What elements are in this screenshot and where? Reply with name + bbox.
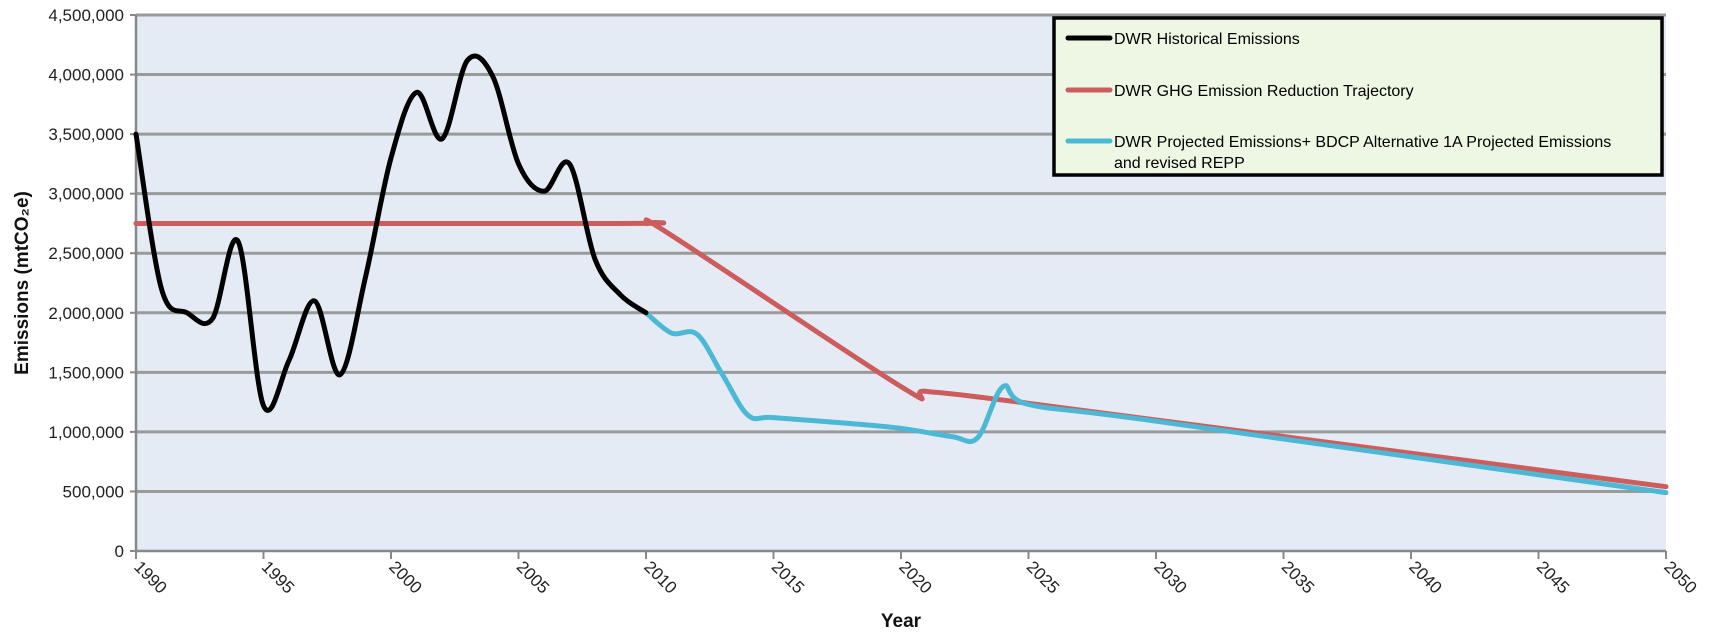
legend-box	[1052, 16, 1664, 177]
y-tick-label: 3,000,000	[48, 185, 124, 204]
legend-label-3: DWR Projected Emissions+ BDCP Alternativ…	[1114, 134, 1611, 172]
series-line-3	[643, 310, 1669, 496]
y-tick-label: 1,000,000	[48, 423, 124, 442]
y-tick-label: 2,500,000	[48, 244, 124, 263]
y-tick-label: 1,500,000	[48, 363, 124, 382]
legend: DWR Historical Emissions DWR GHG Emission…	[1052, 16, 1664, 177]
x-tick-label: 2015	[768, 557, 808, 597]
y-axis-title: Emissions (mtCO₂e)	[12, 191, 33, 375]
x-tick-label: 2020	[895, 557, 935, 597]
x-tick-label: 1995	[258, 557, 298, 597]
x-tick-label: 2035	[1278, 557, 1318, 597]
y-tick-label: 4,000,000	[48, 66, 124, 85]
x-tick-label: 2040	[1405, 557, 1445, 597]
legend-label-1: DWR Historical Emissions	[1114, 31, 1300, 48]
x-tick-label: 2000	[385, 557, 425, 597]
series-line-1	[133, 53, 649, 413]
x-tick-label: 2010	[640, 557, 680, 597]
y-tick-label: 3,500,000	[48, 125, 124, 144]
x-tick-label: 1990	[130, 557, 170, 597]
legend-label-2: DWR GHG Emission Reduction Trajectory	[1114, 83, 1414, 100]
x-tick-label: 2050	[1660, 557, 1700, 597]
x-tick-label: 2005	[513, 557, 553, 597]
y-tick-label: 4,500,000	[48, 6, 124, 25]
x-tick-label: 2025	[1023, 557, 1063, 597]
series-lines	[133, 53, 1669, 496]
y-tick-labels: 0 500,000 1,000,000 1,500,000 2,000,000 2,500…	[48, 6, 136, 561]
x-tick-labels: 1990 1995 2000 2005 2010 2015 2020 2025 2030 2035…	[130, 551, 1701, 597]
y-tick-label: 0	[115, 542, 124, 561]
x-tick-label: 2045	[1533, 557, 1573, 597]
x-tick-label: 2030	[1150, 557, 1190, 597]
x-axis-title: Year	[881, 611, 922, 632]
y-tick-label: 500,000	[63, 482, 124, 501]
y-tick-label: 2,000,000	[48, 304, 124, 323]
